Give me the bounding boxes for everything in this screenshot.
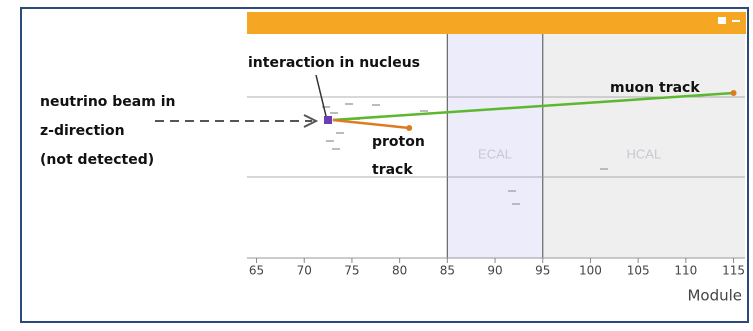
annotation: z-direction xyxy=(40,123,125,139)
annotation: muon track xyxy=(610,80,700,96)
annotation: interaction in nucleus xyxy=(248,55,420,71)
annotation: proton xyxy=(372,134,425,150)
hit xyxy=(330,112,338,114)
hit xyxy=(372,104,380,106)
hit xyxy=(420,110,428,112)
x-tick-label: 90 xyxy=(487,264,502,278)
minimize-icon[interactable] xyxy=(732,20,740,22)
hit xyxy=(326,140,334,142)
window-icon[interactable] xyxy=(718,17,726,24)
x-tick-label: 100 xyxy=(579,264,602,278)
annotation: (not detected) xyxy=(40,152,154,168)
x-axis-label: Module xyxy=(687,287,742,305)
annotation: track xyxy=(372,162,413,178)
x-tick-label: 85 xyxy=(440,264,455,278)
x-tick-label: 115 xyxy=(722,264,745,278)
vertex xyxy=(324,116,332,124)
x-tick-label: 110 xyxy=(674,264,697,278)
track-end xyxy=(406,125,412,131)
x-tick-label: 105 xyxy=(627,264,650,278)
track-end xyxy=(731,90,737,96)
event-display: ECAL HCAL 65 70 75 80 85 90 95 100 105 110 115 Module… xyxy=(0,0,753,327)
region-label: ECAL xyxy=(478,146,512,161)
header-bar xyxy=(247,12,746,34)
hit xyxy=(345,103,353,105)
annotation: neutrino beam in xyxy=(40,94,175,110)
region-label: HCAL xyxy=(627,146,662,161)
x-tick-label: 95 xyxy=(535,264,550,278)
hit xyxy=(332,148,340,150)
x-tick-label: 75 xyxy=(344,264,359,278)
hit xyxy=(336,132,344,134)
x-tick-label: 65 xyxy=(249,264,264,278)
x-tick-label: 80 xyxy=(392,264,407,278)
hit xyxy=(508,190,516,192)
hit xyxy=(512,203,520,205)
hit xyxy=(600,168,608,170)
x-tick-label: 70 xyxy=(297,264,312,278)
